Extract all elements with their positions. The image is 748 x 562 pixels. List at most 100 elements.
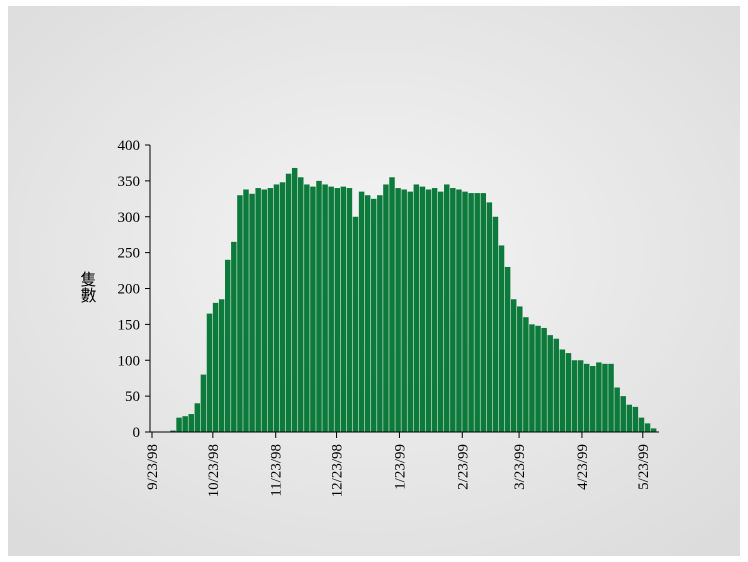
bar xyxy=(450,188,455,432)
bar xyxy=(651,428,656,432)
x-tick-label: 2/23/99 xyxy=(455,444,471,490)
bar xyxy=(560,349,565,432)
bar xyxy=(468,193,473,432)
y-tick-label: 200 xyxy=(118,282,141,298)
bar xyxy=(274,184,279,432)
chart: 隻數 0 50 100 150 200 250 300 350 400 9/23/98 10/23/… xyxy=(0,0,748,562)
bar xyxy=(596,362,601,432)
x-tick-label: 9/23/98 xyxy=(145,444,161,490)
bar xyxy=(487,202,492,432)
bar xyxy=(243,189,248,432)
bar xyxy=(347,188,352,432)
bar xyxy=(292,168,297,432)
bar xyxy=(438,192,443,432)
bar xyxy=(602,364,607,432)
bar xyxy=(426,189,431,432)
bar xyxy=(231,242,236,432)
bar xyxy=(328,187,333,432)
bar xyxy=(481,193,486,432)
bar xyxy=(627,405,632,432)
bar xyxy=(335,188,340,432)
bar xyxy=(249,194,254,432)
bar xyxy=(420,187,425,432)
bar xyxy=(584,364,589,432)
bar xyxy=(322,184,327,432)
y-tick-label: 300 xyxy=(118,210,141,226)
y-tick-label: 400 xyxy=(118,138,141,154)
bar xyxy=(304,184,309,432)
bar xyxy=(554,339,559,432)
page: {"chart_data": {"type": "bar", "y_label"… xyxy=(0,0,748,562)
x-tick-label: 4/23/99 xyxy=(575,444,591,490)
bar xyxy=(341,187,346,432)
y-tick-label: 350 xyxy=(118,174,141,190)
bar xyxy=(511,299,516,432)
x-tick-label: 1/23/99 xyxy=(392,444,408,490)
bar xyxy=(408,192,413,432)
x-tick-label: 5/23/99 xyxy=(636,444,652,490)
bar xyxy=(255,188,260,432)
bar xyxy=(213,303,218,432)
bar xyxy=(377,195,382,432)
bar xyxy=(195,403,200,432)
bar xyxy=(359,192,364,432)
bar xyxy=(225,260,230,432)
bar xyxy=(389,177,394,432)
bar xyxy=(529,324,534,432)
bar xyxy=(401,189,406,432)
bar xyxy=(523,317,528,432)
y-tick-label: 250 xyxy=(118,246,141,262)
bar xyxy=(639,418,644,432)
bar xyxy=(353,217,358,432)
bar xyxy=(645,423,650,432)
bar xyxy=(316,181,321,432)
y-tick-label: 50 xyxy=(125,389,140,405)
bar xyxy=(414,184,419,432)
bar xyxy=(189,414,194,432)
bar xyxy=(298,177,303,432)
bar xyxy=(395,188,400,432)
bar xyxy=(474,193,479,432)
bar xyxy=(499,245,504,432)
bar xyxy=(383,184,388,432)
bar xyxy=(566,353,571,432)
x-tick-label: 3/23/99 xyxy=(512,444,528,490)
bar xyxy=(578,360,583,432)
bar xyxy=(547,335,552,432)
bar xyxy=(365,195,370,432)
bar xyxy=(493,217,498,432)
bar xyxy=(182,416,187,432)
bar xyxy=(590,366,595,432)
y-tick-label: 0 xyxy=(133,425,141,441)
bar xyxy=(371,199,376,432)
bar xyxy=(462,192,467,432)
x-tick-label: 11/23/98 xyxy=(269,444,285,497)
bar xyxy=(201,375,206,432)
bar xyxy=(535,326,540,432)
bar xyxy=(310,187,315,432)
bar xyxy=(286,174,291,432)
bar xyxy=(633,407,638,432)
bar xyxy=(280,182,285,432)
bar xyxy=(541,328,546,432)
bar xyxy=(207,314,212,432)
bar xyxy=(444,184,449,432)
bar xyxy=(517,306,522,432)
bar xyxy=(268,188,273,432)
bar xyxy=(505,267,510,432)
y-tick-label: 150 xyxy=(118,317,141,333)
bar xyxy=(608,364,613,432)
bar xyxy=(614,388,619,432)
x-tick-label: 12/23/98 xyxy=(330,444,346,497)
y-tick-label: 100 xyxy=(118,353,141,369)
y-axis-label: 隻數 xyxy=(78,271,97,303)
bar xyxy=(432,188,437,432)
bar xyxy=(262,189,267,432)
bar xyxy=(620,396,625,432)
x-tick-label: 10/23/98 xyxy=(206,444,222,497)
bar xyxy=(572,360,577,432)
bar xyxy=(456,189,461,432)
bar xyxy=(176,418,181,432)
bar xyxy=(237,195,242,432)
bar xyxy=(219,299,224,432)
